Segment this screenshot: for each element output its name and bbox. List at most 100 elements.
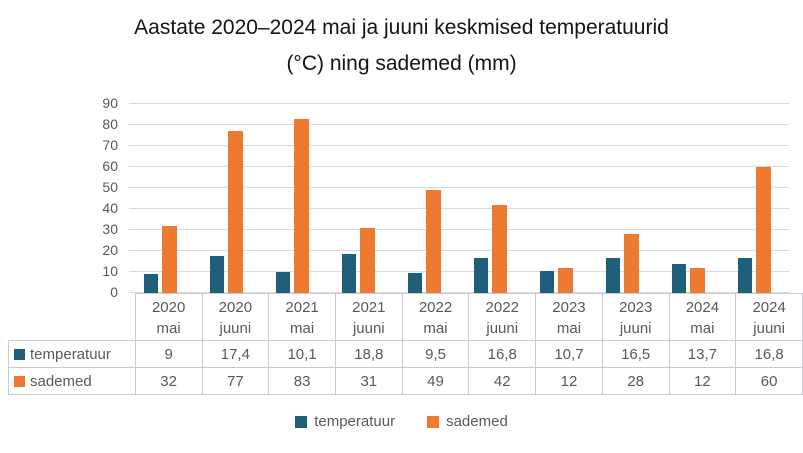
category-month: juuni — [352, 319, 385, 337]
category-year: 2020 — [151, 298, 186, 316]
y-tick-label: 60 — [102, 158, 118, 174]
series-name-cell: sademed — [8, 367, 136, 395]
legend-label: sademed — [446, 413, 508, 430]
bar-temperatuur-2024-mai — [672, 264, 686, 293]
value-cell-temperatuur-4: 18,8 — [334, 340, 403, 368]
y-tick-label: 0 — [110, 284, 118, 300]
series-name: sademed — [30, 372, 92, 390]
bar-sademed-2021-juuni — [360, 227, 375, 293]
value-cell-temperatuur-1: 9 — [134, 340, 203, 368]
series-name: temperatuur — [30, 345, 111, 363]
value-cell-temperatuur-5: 9,5 — [401, 340, 470, 368]
category-header-cell: 2021 mai — [268, 293, 336, 341]
bar-sademed-2022-juuni — [492, 204, 507, 293]
legend-label: temperatuur — [314, 413, 396, 430]
bar-temperatuur-2023-juuni — [606, 258, 620, 293]
legend-item-temperatuur: temperatuur — [295, 413, 395, 430]
value-cell-temperatuur-7: 10,7 — [535, 340, 603, 368]
value-cell-sademed-2: 77 — [201, 367, 270, 395]
bar-temperatuur-2020-juuni — [210, 256, 224, 293]
gridline — [129, 250, 789, 251]
category-month: juuni — [753, 319, 785, 337]
gridline — [129, 103, 789, 104]
bar-sademed-2021-mai — [294, 118, 309, 293]
table-series-row-temperatuur: temperatuur 9 17,4 10,1 18,8 9,5 16,8 10,7 16,5 1… — [8, 340, 803, 368]
value-cell-temperatuur-8: 16,5 — [601, 340, 670, 368]
y-tick-label: 20 — [102, 242, 118, 258]
category-header-cell: 2020 juuni — [201, 293, 270, 341]
value-cell-temperatuur-3: 10,1 — [268, 340, 336, 368]
category-year: 2023 — [552, 298, 586, 316]
legend-swatch-temperatuur-icon — [295, 415, 308, 428]
bar-sademed-2024-mai — [690, 267, 705, 293]
category-month: juuni — [619, 319, 652, 337]
value-cell-temperatuur-10: 16,8 — [735, 340, 803, 368]
chart-title: Aastate 2020–2024 mai ja juuni keskmised… — [0, 10, 803, 82]
category-year: 2024 — [685, 298, 720, 316]
value-cell-sademed-9: 12 — [668, 367, 737, 395]
gridline — [129, 187, 789, 188]
value-cell-sademed-4: 31 — [334, 367, 403, 395]
bar-temperatuur-2022-mai — [408, 273, 422, 293]
category-header-cell: 2024 mai — [668, 293, 737, 341]
bar-sademed-2020-juuni — [228, 131, 243, 293]
value-cell-sademed-1: 32 — [134, 367, 203, 395]
category-header-cell: 2023 mai — [535, 293, 603, 341]
y-tick-label: 40 — [102, 200, 118, 216]
value-cell-sademed-10: 60 — [735, 367, 803, 395]
category-year: 2021 — [285, 298, 319, 316]
series-name-cell: temperatuur — [8, 340, 136, 368]
legend-key-temperatuur-icon — [14, 348, 25, 360]
legend-swatch-sademed-icon — [427, 415, 440, 428]
category-month: mai — [556, 319, 582, 337]
y-tick-label: 70 — [102, 137, 118, 153]
category-year: 2022 — [485, 298, 519, 316]
category-header-cell: 2024 juuni — [735, 293, 803, 341]
category-month: mai — [423, 319, 448, 337]
category-header-cell: 2020 mai — [134, 293, 203, 341]
legend: temperatuur sademed — [0, 413, 803, 430]
legend-item-sademed: sademed — [427, 413, 508, 430]
category-month: juuni — [219, 319, 252, 337]
category-year: 2023 — [618, 298, 653, 316]
bar-sademed-2023-mai — [558, 267, 573, 293]
bar-temperatuur-2024-juuni — [738, 257, 752, 293]
table-corner-cell — [9, 294, 136, 341]
y-axis: 0 10 20 30 40 50 60 70 80 90 — [58, 95, 118, 300]
bar-temperatuur-2021-mai — [276, 271, 290, 293]
category-year: 2020 — [218, 298, 253, 316]
y-tick-label: 80 — [102, 116, 118, 132]
table-header-row: 2020 mai 2020 juuni 2021 mai 2021 juuni 2022 mai 2… — [9, 293, 803, 341]
gridline — [129, 166, 789, 167]
y-tick-label: 50 — [102, 179, 118, 195]
gridline — [129, 124, 789, 125]
y-tick-label: 90 — [102, 95, 118, 111]
y-tick-label: 30 — [102, 221, 118, 237]
value-cell-temperatuur-2: 17,4 — [201, 340, 270, 368]
value-cell-temperatuur-9: 13,7 — [668, 340, 737, 368]
bar-temperatuur-2023-mai — [540, 270, 554, 293]
bar-sademed-2024-juuni — [756, 167, 771, 293]
bar-temperatuur-2021-juuni — [342, 253, 356, 293]
chart-title-line1: Aastate 2020–2024 mai ja juuni keskmised… — [134, 16, 669, 39]
category-header-cell: 2021 juuni — [334, 293, 403, 341]
category-header-cell: 2022 juuni — [468, 293, 537, 341]
gridline — [129, 208, 789, 209]
gridline — [129, 145, 789, 146]
category-year: 2022 — [418, 298, 453, 316]
plot-area — [129, 103, 789, 293]
category-year: 2024 — [752, 298, 786, 316]
value-cell-sademed-8: 28 — [601, 367, 670, 395]
category-header-cell: 2022 mai — [401, 293, 470, 341]
value-cell-sademed-6: 42 — [468, 367, 537, 395]
value-cell-sademed-5: 49 — [401, 367, 470, 395]
table-series-row-sademed: sademed 32 77 83 31 49 42 12 28 12 60 — [8, 367, 803, 395]
bar-temperatuur-2020-mai — [144, 274, 158, 293]
bar-sademed-2022-mai — [426, 190, 441, 293]
value-cell-sademed-7: 12 — [535, 367, 603, 395]
bar-sademed-2020-mai — [162, 225, 177, 293]
y-tick-label: 10 — [102, 263, 118, 279]
data-table: 2020 mai 2020 juuni 2021 mai 2021 juuni 2022 mai 2… — [8, 293, 803, 395]
gridline — [129, 271, 789, 272]
